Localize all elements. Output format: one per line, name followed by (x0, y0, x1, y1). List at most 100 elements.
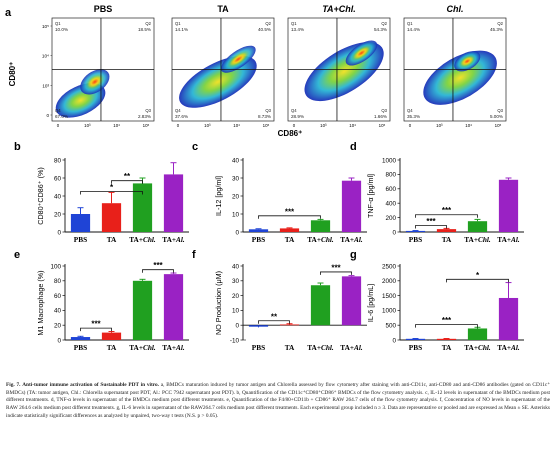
category-label: TA+Chl. (129, 343, 156, 352)
flow-x-tick: 10³ (436, 123, 443, 128)
y-tick-label: 500 (385, 323, 396, 330)
y-tick-label: 100 (50, 263, 61, 270)
category-label: TA (107, 343, 117, 352)
bar-ta (279, 324, 300, 326)
y-tick-label: 20 (54, 323, 62, 330)
category-label: TA (107, 235, 117, 244)
flow-x-tick: 10⁴ (233, 123, 240, 128)
significance-label: *** (442, 316, 452, 325)
flow-x-tick: 10³ (204, 123, 211, 128)
density-core (460, 56, 474, 67)
caption-body: a, BMDCs maturation induced by tumor ant… (6, 382, 551, 419)
y-axis-label: M1 Macrophage (%) (36, 270, 45, 335)
significance-label: ** (271, 312, 278, 321)
y-tick-label: 10 (232, 211, 240, 218)
flow-x-tick: 10⁵ (495, 123, 502, 128)
panel-d: d 0 200 400 600 800 1000 TNF-α [pg/ml] PBS TA TA+C… (350, 141, 524, 244)
flow-plot-title: TA+Chl. (322, 4, 356, 14)
category-label: TA (285, 343, 295, 352)
flow-plot-title: PBS (94, 4, 113, 14)
bar-ta-chl (467, 328, 488, 340)
flow-x-tick: 10⁵ (263, 123, 270, 128)
significance-bracket (415, 214, 478, 218)
category-label: TA+Chl. (464, 235, 491, 244)
quadrant-name: Q3 (381, 108, 387, 113)
bar-ta-chl (310, 220, 331, 232)
category-label: TA (285, 235, 295, 244)
flow-y-label: CD80⁺ (8, 62, 17, 87)
y-tick-label: 20 (54, 211, 62, 218)
density-core (87, 75, 103, 88)
y-tick-label: 1500 (382, 293, 397, 300)
quadrant-name: Q2 (265, 21, 271, 26)
quadrant-value: 37.6% (175, 114, 188, 119)
flow-plot-title: Chl. (447, 4, 464, 14)
flow-x-tick: 10³ (320, 123, 327, 128)
panel-a-letter: a (5, 7, 12, 19)
flow-x-tick: 10⁵ (379, 123, 386, 128)
quadrant-name: Q1 (407, 21, 413, 26)
bar-ta-al (163, 274, 184, 340)
panel-letter: c (192, 141, 198, 153)
y-tick-label: 40 (54, 193, 62, 200)
bar-ta (279, 228, 300, 232)
y-tick-label: 0 (57, 229, 61, 236)
y-tick-label: 60 (54, 293, 62, 300)
significance-bracket (415, 324, 478, 328)
significance-label: * (476, 271, 480, 280)
panel-letter: d (350, 141, 357, 153)
quadrant-name: Q2 (497, 21, 503, 26)
significance-label: *** (426, 217, 436, 226)
flow-x-tick: 0 (293, 123, 296, 128)
category-label: TA+Chl. (307, 343, 334, 352)
flow-x-tick: 0 (57, 123, 60, 128)
panel-letter: f (192, 249, 196, 261)
category-label: PBS (252, 343, 265, 352)
category-label: PBS (409, 343, 422, 352)
panel-letter: g (350, 249, 357, 261)
quadrant-name: Q4 (291, 108, 297, 113)
flow-x-tick: 10⁴ (349, 123, 356, 128)
quadrant-value: 28.9% (291, 114, 304, 119)
category-label: PBS (409, 235, 422, 244)
quadrant-value: 54.3% (374, 27, 387, 32)
category-label: TA+Al. (340, 343, 363, 352)
flow-x-label: CD86⁺ (278, 129, 303, 138)
y-tick-label: 200 (385, 215, 396, 222)
y-tick-label: 80 (54, 278, 62, 285)
y-tick-label: 1000 (382, 308, 397, 315)
bar-ta-al (341, 180, 362, 232)
quadrant-value: 35.3% (407, 114, 420, 119)
quadrant-value: 8.73% (258, 114, 271, 119)
bar-ta-al (498, 179, 519, 232)
panel-c: c 0 10 20 30 40 IL-12 [pg/ml] PBS TA TA+Chl. TA+Al… (192, 141, 367, 244)
significance-label: *** (331, 263, 341, 272)
quadrant-value: 40.5% (258, 27, 271, 32)
significance-bracket (142, 269, 174, 273)
quadrant-value: 14.4% (407, 27, 420, 32)
caption-title: Anti-tumor immune activation of Sustaina… (22, 382, 159, 388)
quadrant-name: Q3 (265, 108, 271, 113)
quadrant-value: 2.83% (138, 114, 151, 119)
significance-label: * (110, 183, 114, 192)
y-tick-label: 800 (385, 172, 396, 179)
bar-ta (436, 338, 457, 340)
y-tick-label: 60 (54, 175, 62, 182)
density-core (229, 52, 247, 66)
y-axis-label: TNF-α [pg/ml] (366, 174, 375, 218)
category-label: TA (442, 235, 452, 244)
quadrant-name: Q2 (145, 21, 151, 26)
y-tick-label: 40 (232, 157, 240, 164)
y-axis-label: IL-6 [pg/mL] (366, 284, 375, 322)
bar-pbs (70, 337, 91, 340)
bar-pbs (405, 338, 426, 340)
quadrant-value: 1.66% (374, 114, 387, 119)
quadrant-name: Q1 (55, 21, 61, 26)
quadrant-name: Q4 (175, 108, 181, 113)
significance-label: *** (285, 207, 295, 216)
quadrant-name: Q3 (497, 108, 503, 113)
